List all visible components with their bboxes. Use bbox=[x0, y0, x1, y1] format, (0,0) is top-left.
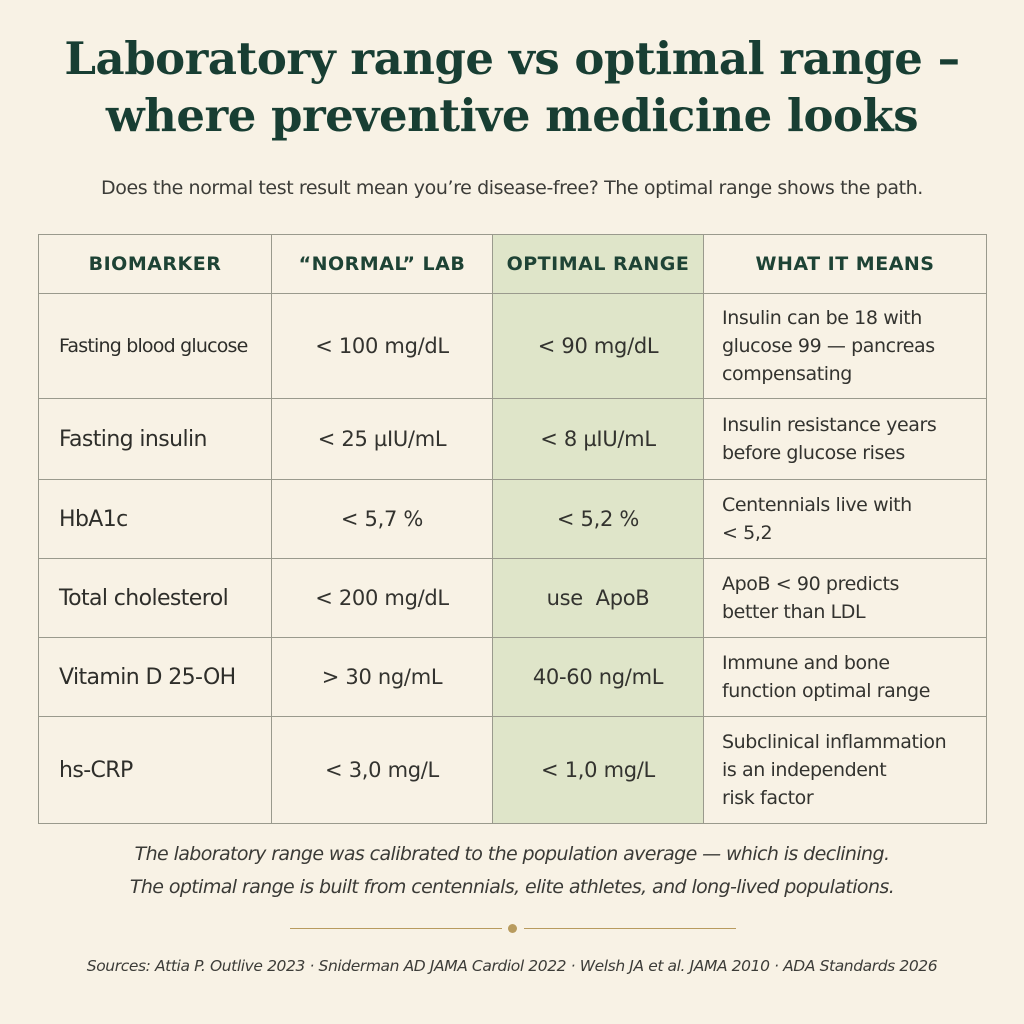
normal-lab-value: > 30 ng/mL bbox=[271, 637, 493, 717]
footnote-line-1: The laboratory range was calibrated to t… bbox=[134, 843, 890, 865]
table-row: Fasting blood glucose < 100 mg/dL < 90 m… bbox=[38, 293, 987, 399]
meaning-text: Subclinical inflammation is an independe… bbox=[703, 716, 987, 824]
meaning-line: Centennials live with bbox=[722, 494, 912, 516]
meaning-line: Insulin resistance years bbox=[722, 414, 937, 436]
meaning-line: risk factor bbox=[722, 787, 814, 809]
meaning-text: ApoB < 90 predicts better than LDL bbox=[703, 558, 987, 638]
divider-dot-icon bbox=[508, 924, 517, 933]
table-row: Vitamin D 25-OH > 30 ng/mL 40-60 ng/mL I… bbox=[38, 637, 987, 717]
title-line-2: where preventive medicine looks bbox=[105, 89, 919, 142]
meaning-text: Insulin can be 18 with glucose 99 — panc… bbox=[703, 293, 987, 399]
meaning-line: Subclinical inflammation bbox=[722, 731, 947, 753]
meaning-line: Immune and bone bbox=[722, 652, 890, 674]
optimal-range-value: < 90 mg/dL bbox=[492, 293, 704, 399]
meaning-line: better than LDL bbox=[722, 601, 866, 623]
biomarker-name: Vitamin D 25-OH bbox=[38, 637, 272, 717]
biomarker-name: HbA1c bbox=[38, 479, 272, 559]
biomarker-name: Fasting blood glucose bbox=[38, 293, 272, 399]
optimal-range-value: < 1,0 mg/L bbox=[492, 716, 704, 824]
normal-lab-value: < 5,7 % bbox=[271, 479, 493, 559]
header-what-it-means: WHAT IT MEANS bbox=[703, 234, 987, 294]
table-row: Total cholesterol < 200 mg/dL use ApoB A… bbox=[38, 558, 987, 638]
biomarker-name: Fasting insulin bbox=[38, 398, 272, 480]
divider-line-right bbox=[524, 928, 736, 929]
subtitle: Does the normal test result mean you’re … bbox=[101, 177, 923, 199]
normal-lab-value: < 3,0 mg/L bbox=[271, 716, 493, 824]
meaning-text: Insulin resistance years before glucose … bbox=[703, 398, 987, 480]
divider-line-left bbox=[290, 928, 502, 929]
meaning-text: Immune and bone function optimal range bbox=[703, 637, 987, 717]
footnote: The laboratory range was calibrated to t… bbox=[0, 838, 1024, 904]
table-row: Fasting insulin < 25 µIU/mL < 8 µIU/mL I… bbox=[38, 398, 987, 480]
ornamental-divider bbox=[0, 924, 1024, 933]
table-header-row: BIOMARKER “NORMAL” LAB OPTIMAL RANGE WHA… bbox=[38, 234, 987, 294]
meaning-line: Insulin can be 18 with bbox=[722, 307, 922, 329]
header-normal-lab: “NORMAL” LAB bbox=[271, 234, 493, 294]
optimal-range-value: use ApoB bbox=[492, 558, 704, 638]
header-biomarker: BIOMARKER bbox=[38, 234, 272, 294]
meaning-line: ApoB < 90 predicts bbox=[722, 573, 900, 595]
normal-lab-value: < 100 mg/dL bbox=[271, 293, 493, 399]
footnote-line-2: The optimal range is built from centenni… bbox=[129, 876, 895, 898]
table-row: HbA1c < 5,7 % < 5,2 % Centennials live w… bbox=[38, 479, 987, 559]
biomarker-name: Total cholesterol bbox=[38, 558, 272, 638]
title-line-1: Laboratory range vs optimal range – bbox=[64, 32, 960, 85]
meaning-line: < 5,2 bbox=[722, 522, 773, 544]
meaning-line: is an independent bbox=[722, 759, 887, 781]
table-row: hs-CRP < 3,0 mg/L < 1,0 mg/L Subclinical… bbox=[38, 716, 987, 824]
biomarker-table: BIOMARKER “NORMAL” LAB OPTIMAL RANGE WHA… bbox=[38, 234, 987, 824]
meaning-line: compensating bbox=[722, 363, 852, 385]
optimal-range-value: < 8 µIU/mL bbox=[492, 398, 704, 480]
meaning-line: function optimal range bbox=[722, 680, 930, 702]
biomarker-name: hs-CRP bbox=[38, 716, 272, 824]
header-optimal-range: OPTIMAL RANGE bbox=[492, 234, 704, 294]
meaning-line: before glucose rises bbox=[722, 442, 905, 464]
optimal-range-value: 40-60 ng/mL bbox=[492, 637, 704, 717]
meaning-text: Centennials live with < 5,2 bbox=[703, 479, 987, 559]
page-title: Laboratory range vs optimal range – wher… bbox=[0, 30, 1024, 144]
optimal-range-value: < 5,2 % bbox=[492, 479, 704, 559]
normal-lab-value: < 200 mg/dL bbox=[271, 558, 493, 638]
meaning-line: glucose 99 — pancreas bbox=[722, 335, 935, 357]
sources-citation: Sources: Attia P. Outlive 2023 · Sniderm… bbox=[86, 957, 938, 975]
normal-lab-value: < 25 µIU/mL bbox=[271, 398, 493, 480]
